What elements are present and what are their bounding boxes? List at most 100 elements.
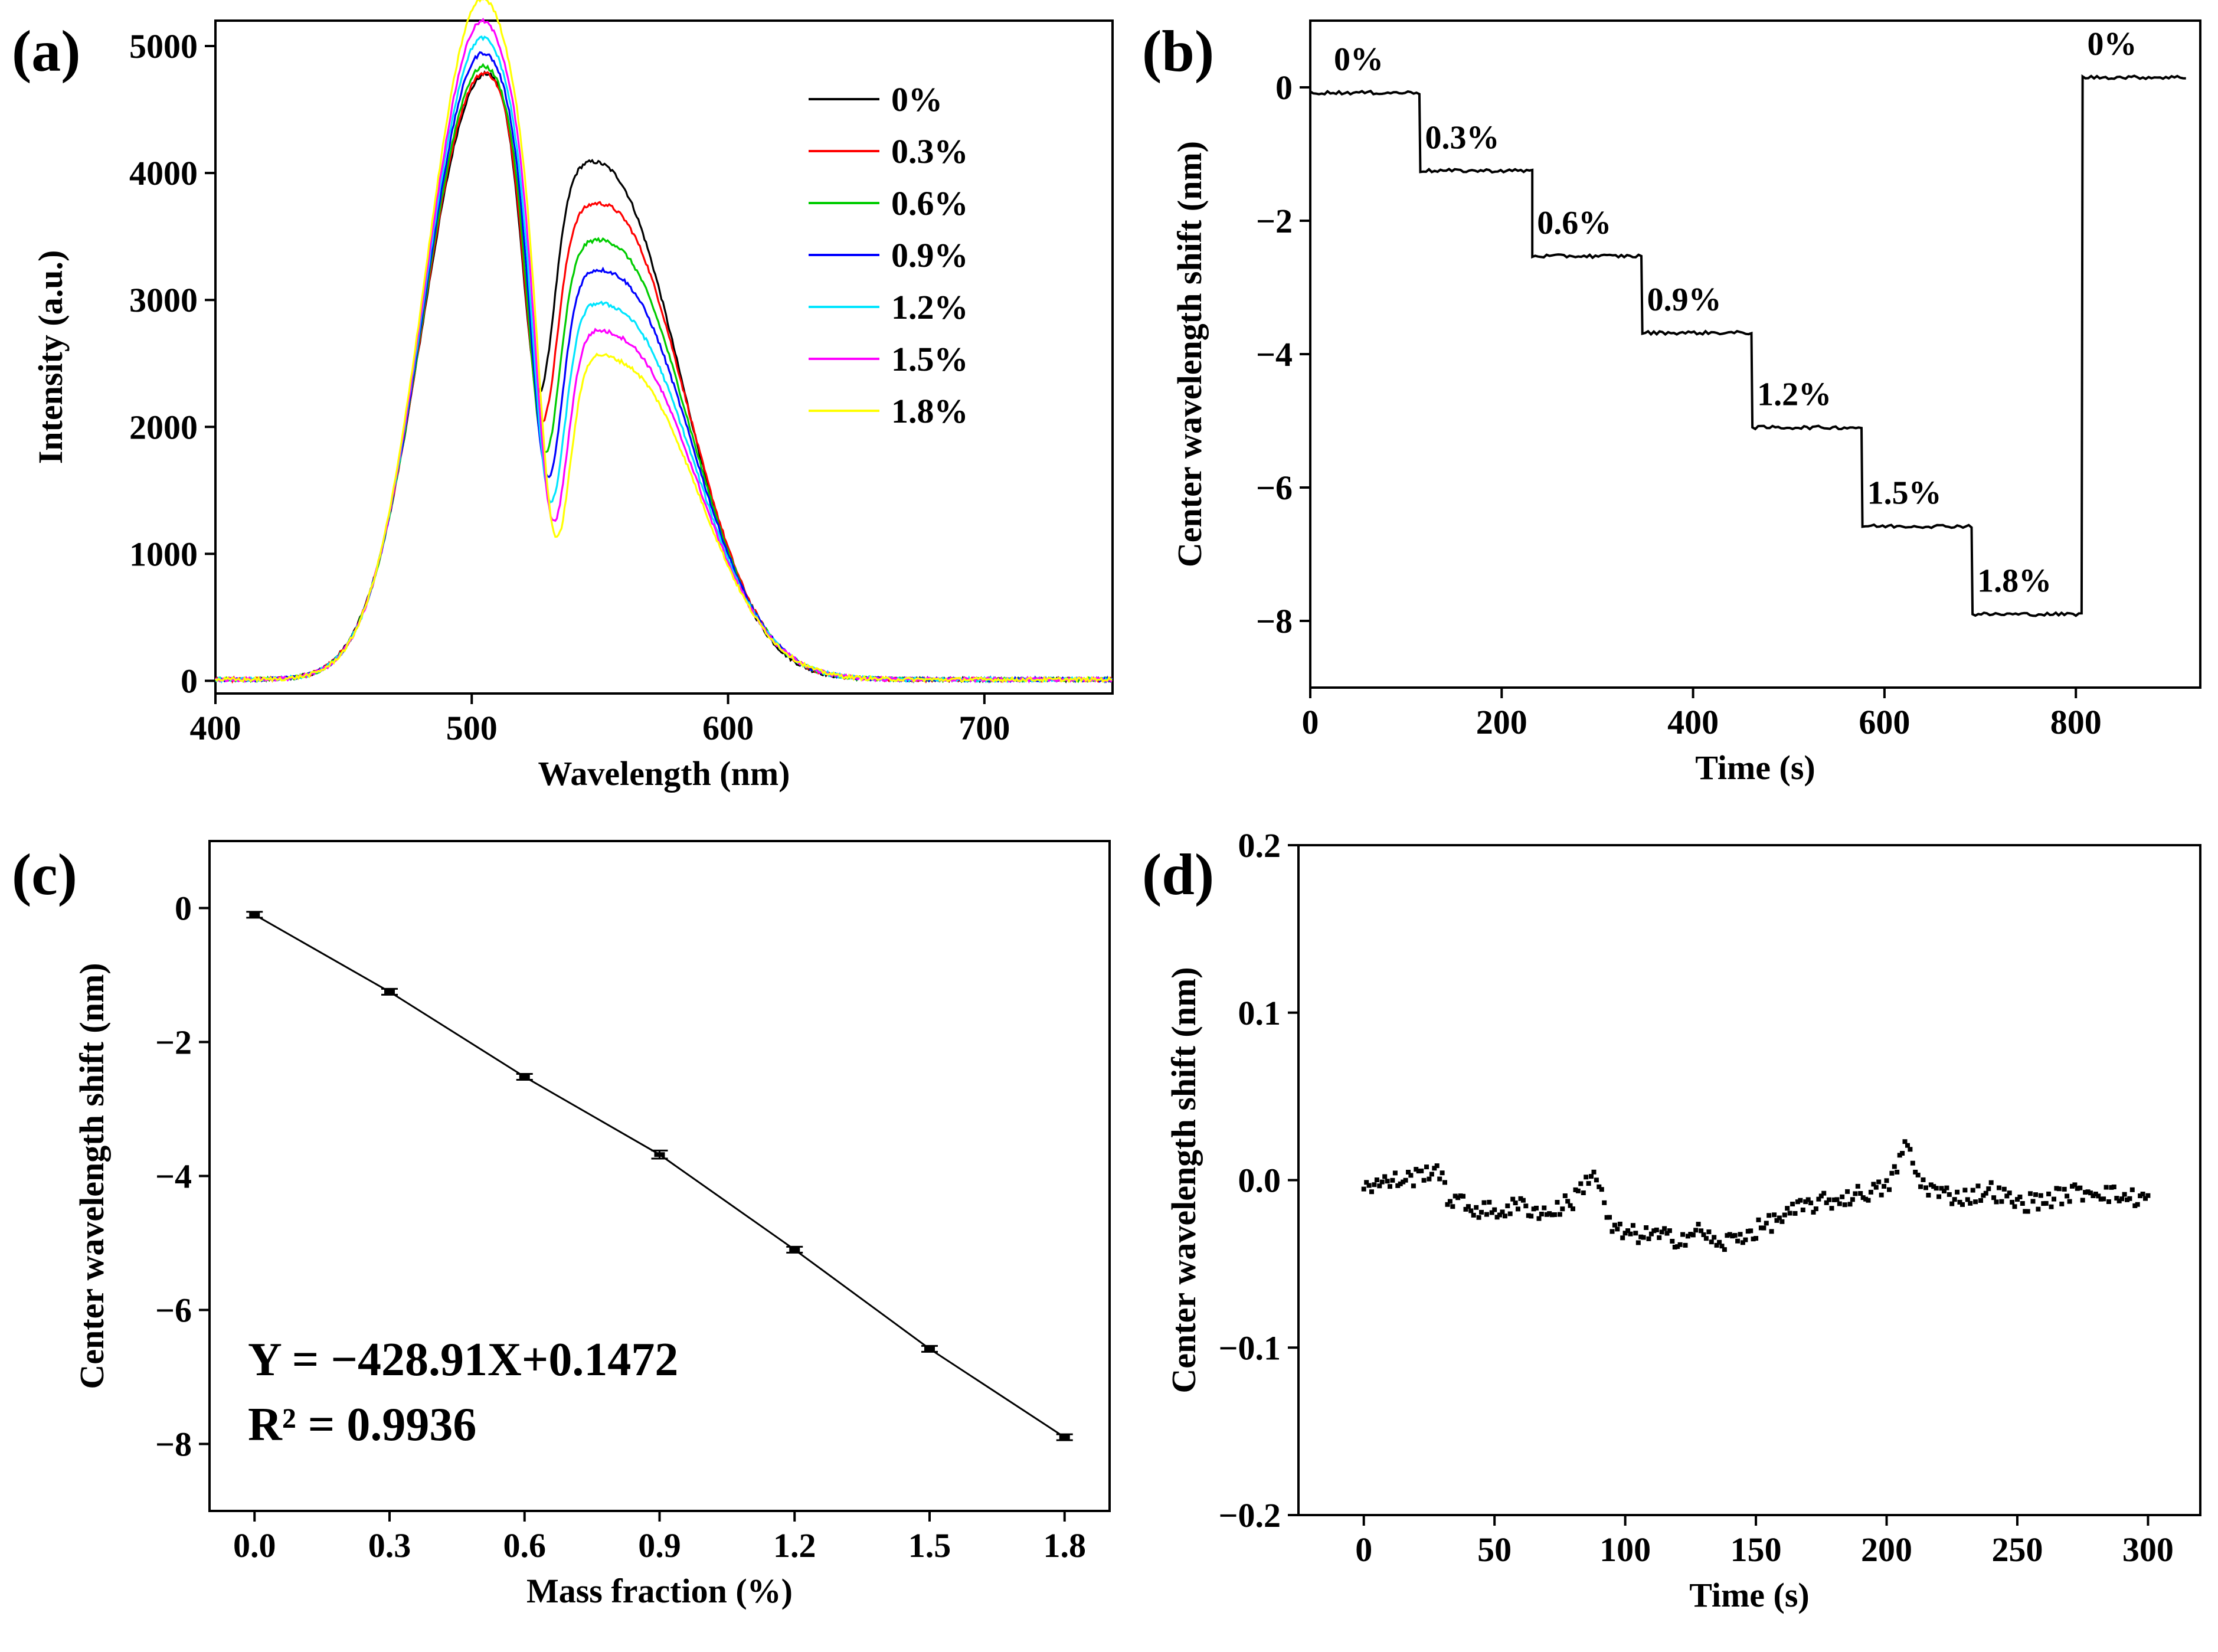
panel-d-data-point [1944, 1185, 1949, 1190]
panel-a-series-line-1.5% [215, 17, 1113, 684]
panel-a-x-tick-label: 600 [702, 709, 754, 747]
panel-d-data-point [2119, 1196, 2125, 1202]
panel-d-data-point [1913, 1169, 1918, 1175]
panel-c-r-squared: R² = 0.9936 [248, 1399, 476, 1451]
panel-d-label: (d) [1142, 842, 1214, 907]
panel-d-data-point [1792, 1211, 1798, 1216]
panel-d-data-point [1531, 1206, 1536, 1212]
panel-b-x-tick-label: 400 [1667, 703, 1719, 741]
panel-d-data-point [1471, 1212, 1476, 1218]
panel-d-data-point [1648, 1231, 1654, 1236]
panel-b-step-label: 0% [1334, 41, 1383, 78]
panel-a-y-tick-label: 0 [181, 662, 198, 700]
panel-d-data-point [1377, 1183, 1382, 1189]
panel-d-data-point [2038, 1193, 2043, 1198]
panel-d-data-point [2017, 1195, 2023, 1199]
panel-d-data-point [2030, 1199, 2036, 1204]
panel-d-data-point [1510, 1196, 1516, 1202]
panel-d-data-point [1382, 1174, 1388, 1179]
panel-d-data-point [1782, 1212, 1787, 1218]
panel-a-x-axis-title: Wavelength (nm) [538, 754, 790, 793]
panel-d-data-point [1923, 1185, 1928, 1190]
panel-d-data-point [2140, 1192, 2145, 1196]
panel-d-data-point [1798, 1198, 1803, 1203]
panel-d-data-point [1573, 1187, 1578, 1192]
panel-d-data-point [1395, 1183, 1401, 1188]
panel-d-data-point [1401, 1179, 1406, 1185]
panel-d-data-point [1447, 1199, 1453, 1204]
panel-d-data-point [1542, 1205, 1547, 1211]
panel-d-data-point [1494, 1215, 1500, 1220]
panel-d-y-axis-title: Center wavelength shift (nm) [1164, 967, 1203, 1393]
panel-c-x-tick-label: 1.2 [773, 1526, 816, 1565]
panel-d-data-point [1450, 1204, 1455, 1209]
panel-d-data-point [1735, 1238, 1741, 1244]
panel-d-data-point [1811, 1209, 1816, 1215]
panel-d-data-point [1369, 1189, 1374, 1195]
panel-d-y-tick-label: −0.1 [1218, 1329, 1281, 1367]
panel-d-data-point [1829, 1206, 1834, 1211]
panel-d-data-point [1416, 1169, 1421, 1174]
panel-d-data-point [1392, 1170, 1398, 1176]
panel-d-data-point [1738, 1232, 1743, 1237]
panel-d-data-point [1688, 1232, 1693, 1237]
panel-d-data-point [1717, 1239, 1722, 1245]
panel-d-data-point [1766, 1213, 1772, 1218]
panel-c-x-tick-label: 0.6 [503, 1526, 547, 1565]
panel-b-step-label: 0.3% [1425, 119, 1499, 156]
panel-d-data-point [1790, 1202, 1795, 1206]
panel-d-data-point [1602, 1200, 1607, 1205]
panel-d-data-point [1513, 1200, 1518, 1206]
panel-d-data-point [1983, 1190, 1988, 1196]
panel-a-series-line-1.8% [214, 0, 1113, 683]
panel-c-x-tick-label: 0.0 [233, 1526, 276, 1565]
panel-d-data-point [1474, 1205, 1479, 1210]
panel-d-data-point [1552, 1212, 1557, 1217]
panel-d-data-point [1900, 1151, 1905, 1156]
panel-d-data-point [1646, 1236, 1651, 1241]
panel-d-x-tick-label: 0 [1355, 1530, 1372, 1569]
panel-d-data-point [1868, 1189, 1873, 1195]
panel-d-data-point [1562, 1193, 1568, 1198]
panel-d-data-point [1795, 1199, 1800, 1205]
panel-b-step-line [1309, 74, 2186, 617]
panel-d-data-point [1970, 1188, 1975, 1193]
panel-d-data-point [1560, 1206, 1565, 1212]
panel-d-data-point [1555, 1200, 1560, 1205]
panel-d-data-point [2096, 1193, 2101, 1199]
panel-d-data-point [1696, 1222, 1701, 1227]
panel-a-series-line-0.6% [214, 63, 1113, 684]
panel-a-y-tick-label: 1000 [129, 535, 198, 573]
panel-a-label: (a) [12, 18, 81, 84]
panel-d-data-point [1597, 1184, 1602, 1189]
panel-c-data-point [654, 1152, 665, 1157]
panel-d-data-point [1769, 1229, 1774, 1234]
panel-a-legend-label: 0.9% [891, 236, 969, 274]
panel-d-data-point [1455, 1195, 1461, 1200]
panel-a-spectra-chart: 400 500 600 700 0 1000 2000 3000 4000 5000 Wavelen… [12, 0, 1114, 793]
panel-d-data-point [1468, 1208, 1474, 1213]
panel-d-data-point [1897, 1153, 1902, 1158]
panel-d-data-point [1489, 1210, 1494, 1215]
panel-d-data-point [1372, 1182, 1377, 1188]
panel-d-data-point [2091, 1193, 2096, 1198]
panel-d-data-point [1612, 1222, 1617, 1228]
panel-d-data-point [2083, 1190, 2088, 1195]
panel-d-data-point [1871, 1182, 1876, 1187]
panel-d-data-point [1873, 1185, 1879, 1190]
panel-c-x-axis-title: Mass fraction (%) [526, 1572, 793, 1610]
panel-b-y-axis-title: Center wavelength shift (nm) [1170, 141, 1209, 567]
panel-d-data-point [1910, 1160, 1915, 1166]
panel-b-x-tick-label: 800 [2050, 703, 2102, 741]
panel-d-data-point [1973, 1199, 1978, 1205]
panel-d-data-point [1991, 1195, 1997, 1200]
panel-c-data-point [1059, 1435, 1070, 1440]
panel-d-data-point [1863, 1196, 1869, 1202]
panel-a-y-tick-label: 5000 [129, 27, 198, 66]
panel-d-data-point [1617, 1221, 1622, 1226]
panel-d-data-point [1999, 1199, 2004, 1204]
panel-d-data-point [2010, 1199, 2015, 1205]
panel-c-calibration-chart: 0.0 0.3 0.6 0.9 1.2 1.5 1.8 0 −2 −4 −6 −8 Mass fract… [12, 840, 1111, 1610]
panel-d-data-point [1777, 1215, 1782, 1221]
panel-c-x-tick-label: 1.8 [1043, 1526, 1087, 1565]
